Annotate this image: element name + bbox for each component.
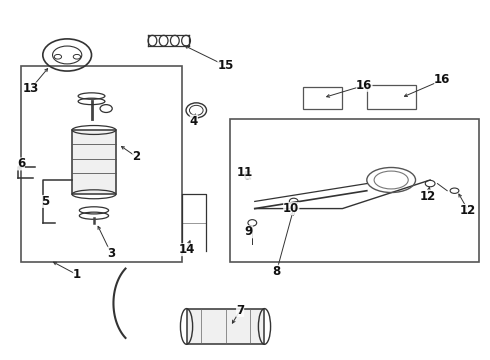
Text: 6: 6 [17, 157, 25, 170]
Text: 14: 14 [178, 243, 195, 256]
Text: 5: 5 [41, 195, 49, 208]
Text: 3: 3 [107, 247, 115, 260]
Text: 8: 8 [272, 265, 281, 278]
Text: 13: 13 [23, 82, 39, 95]
Text: 1: 1 [73, 268, 81, 281]
Bar [367, 85, 416, 109]
Text: 16: 16 [356, 79, 372, 92]
Bar [187, 309, 265, 344]
Bar [303, 87, 343, 109]
Bar [72, 130, 116, 194]
Text: 12: 12 [419, 190, 436, 203]
Text: 16: 16 [434, 73, 450, 86]
Text: 4: 4 [190, 114, 198, 127]
Text: 9: 9 [245, 225, 253, 238]
Text: 10: 10 [283, 202, 299, 215]
FancyBboxPatch shape [21, 66, 182, 262]
Text: 15: 15 [218, 59, 234, 72]
Text: 12: 12 [460, 204, 476, 217]
FancyBboxPatch shape [230, 119, 479, 262]
Text: 2: 2 [132, 150, 141, 163]
Text: 11: 11 [237, 166, 253, 179]
Text: 7: 7 [236, 304, 244, 317]
